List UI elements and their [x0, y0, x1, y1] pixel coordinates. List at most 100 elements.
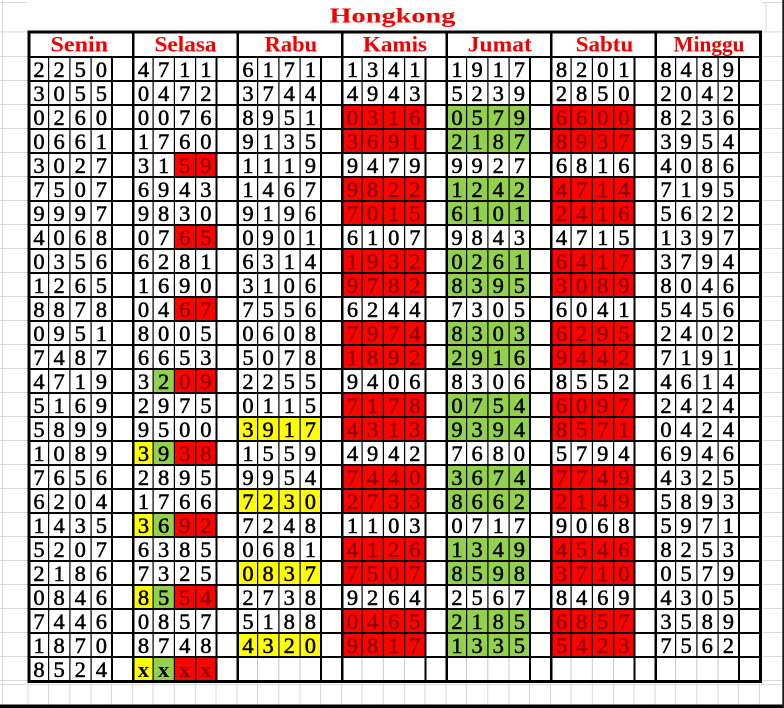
svg-text:9: 9	[367, 321, 378, 346]
svg-text:2: 2	[33, 57, 44, 82]
svg-text:8: 8	[138, 633, 149, 658]
svg-text:8: 8	[179, 249, 190, 274]
svg-text:6: 6	[388, 585, 399, 610]
svg-text:6: 6	[138, 177, 149, 202]
svg-text:5: 5	[409, 609, 420, 634]
svg-text:8: 8	[75, 441, 86, 466]
svg-text:5: 5	[262, 297, 273, 322]
svg-text:7: 7	[367, 489, 378, 514]
svg-text:3: 3	[200, 177, 211, 202]
svg-text:7: 7	[200, 297, 211, 322]
svg-text:1: 1	[388, 105, 399, 130]
svg-text:3: 3	[514, 225, 525, 250]
svg-text:8: 8	[702, 153, 713, 178]
svg-text:0: 0	[53, 153, 64, 178]
svg-text:9: 9	[242, 465, 253, 490]
svg-text:3: 3	[723, 489, 734, 514]
svg-text:3: 3	[200, 345, 211, 370]
svg-text:9: 9	[597, 441, 608, 466]
svg-text:4: 4	[723, 249, 734, 274]
svg-text:1: 1	[451, 537, 462, 562]
svg-text:x: x	[158, 657, 170, 682]
svg-text:6: 6	[347, 297, 358, 322]
svg-text:3: 3	[680, 465, 691, 490]
svg-text:9: 9	[158, 177, 169, 202]
svg-text:1: 1	[471, 609, 482, 634]
svg-text:4: 4	[388, 81, 399, 106]
svg-text:8: 8	[660, 105, 671, 130]
svg-text:9: 9	[702, 345, 713, 370]
svg-text:2: 2	[514, 489, 525, 514]
svg-text:7: 7	[556, 465, 567, 490]
svg-text:0: 0	[200, 273, 211, 298]
svg-text:5: 5	[75, 321, 86, 346]
svg-text:0: 0	[242, 537, 253, 562]
svg-text:4: 4	[33, 369, 44, 394]
svg-text:6: 6	[158, 273, 169, 298]
svg-text:7: 7	[618, 129, 629, 154]
svg-text:9: 9	[471, 153, 482, 178]
svg-text:Senin: Senin	[51, 32, 109, 57]
svg-text:4: 4	[305, 249, 316, 274]
svg-text:1: 1	[75, 369, 86, 394]
svg-text:9: 9	[723, 609, 734, 634]
svg-text:6: 6	[409, 105, 420, 130]
svg-text:6: 6	[409, 369, 420, 394]
svg-text:6: 6	[471, 489, 482, 514]
svg-text:4: 4	[284, 513, 295, 538]
svg-text:7: 7	[33, 177, 44, 202]
svg-text:0: 0	[138, 105, 149, 130]
svg-text:5: 5	[597, 81, 608, 106]
svg-text:7: 7	[158, 129, 169, 154]
svg-text:4: 4	[556, 537, 567, 562]
svg-text:8: 8	[75, 345, 86, 370]
svg-text:1: 1	[388, 633, 399, 658]
svg-text:0: 0	[451, 249, 462, 274]
svg-text:4: 4	[702, 81, 713, 106]
svg-text:2: 2	[367, 585, 378, 610]
svg-text:5: 5	[660, 201, 671, 226]
svg-text:8: 8	[493, 609, 504, 634]
svg-text:7: 7	[96, 201, 107, 226]
svg-text:5: 5	[702, 537, 713, 562]
svg-text:3: 3	[262, 249, 273, 274]
svg-text:8: 8	[556, 417, 567, 442]
svg-text:0: 0	[660, 417, 671, 442]
svg-text:7: 7	[618, 249, 629, 274]
svg-text:5: 5	[576, 537, 587, 562]
svg-text:4: 4	[597, 297, 608, 322]
svg-text:3: 3	[284, 585, 295, 610]
svg-text:7: 7	[284, 57, 295, 82]
svg-text:9: 9	[367, 441, 378, 466]
svg-text:1: 1	[33, 633, 44, 658]
svg-text:7: 7	[388, 321, 399, 346]
svg-text:7: 7	[347, 561, 358, 586]
svg-text:2: 2	[75, 657, 86, 682]
svg-text:0: 0	[33, 585, 44, 610]
svg-text:7: 7	[514, 513, 525, 538]
svg-text:9: 9	[576, 129, 587, 154]
svg-text:7: 7	[409, 225, 420, 250]
svg-text:4: 4	[702, 273, 713, 298]
svg-text:8: 8	[200, 633, 211, 658]
svg-text:0: 0	[242, 321, 253, 346]
svg-text:8: 8	[680, 489, 691, 514]
svg-text:4: 4	[618, 177, 629, 202]
svg-text:8: 8	[75, 561, 86, 586]
svg-text:5: 5	[367, 561, 378, 586]
svg-text:7: 7	[388, 393, 399, 418]
svg-text:0: 0	[53, 81, 64, 106]
svg-text:0: 0	[158, 105, 169, 130]
svg-text:4: 4	[493, 177, 504, 202]
svg-text:0: 0	[702, 321, 713, 346]
svg-text:5: 5	[556, 441, 567, 466]
svg-text:3: 3	[284, 489, 295, 514]
svg-text:3: 3	[242, 417, 253, 442]
svg-text:2: 2	[576, 57, 587, 82]
svg-text:1: 1	[367, 513, 378, 538]
svg-text:0: 0	[200, 417, 211, 442]
svg-text:8: 8	[305, 609, 316, 634]
svg-text:3: 3	[367, 105, 378, 130]
svg-text:6: 6	[597, 513, 608, 538]
svg-text:6: 6	[723, 441, 734, 466]
